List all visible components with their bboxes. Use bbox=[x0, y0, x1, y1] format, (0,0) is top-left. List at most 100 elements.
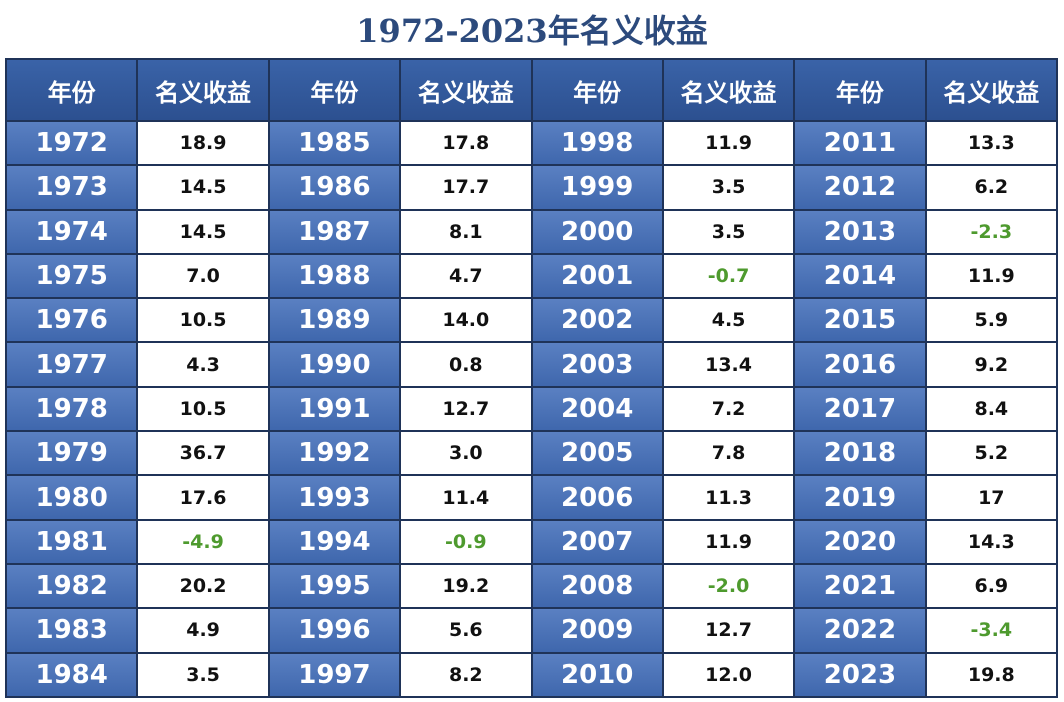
header-cell: 名义收益 bbox=[924, 58, 1059, 122]
return-cell: 9.2 bbox=[924, 341, 1059, 388]
year-cell: 2018 bbox=[793, 430, 927, 477]
year-cell: 2021 bbox=[793, 562, 927, 610]
return-cell: 5.2 bbox=[924, 430, 1059, 477]
year-cell: 1979 bbox=[4, 430, 139, 477]
return-cell: 7.8 bbox=[661, 430, 796, 477]
year-cell: 1991 bbox=[267, 385, 402, 433]
return-cell: 18.9 bbox=[136, 119, 270, 167]
year-cell: 1995 bbox=[267, 562, 402, 610]
return-cell: 3.5 bbox=[661, 208, 796, 255]
return-cell: 7.2 bbox=[661, 385, 796, 433]
year-cell: 2003 bbox=[530, 341, 664, 388]
year-cell: 2016 bbox=[793, 341, 927, 388]
return-cell: 10.5 bbox=[136, 297, 270, 344]
return-cell: 14.3 bbox=[924, 518, 1059, 565]
return-cell: 3.0 bbox=[399, 430, 533, 477]
return-cell: 19.8 bbox=[924, 651, 1059, 699]
year-cell: 1983 bbox=[4, 607, 139, 654]
return-cell: 17.8 bbox=[399, 119, 533, 167]
year-cell: 1977 bbox=[4, 341, 139, 388]
year-cell: 1984 bbox=[4, 651, 139, 699]
table-row: 1972 18.9 1985 17.8 1998 11.9 2011 13.3 bbox=[4, 119, 1059, 167]
year-cell: 1990 bbox=[267, 341, 402, 388]
return-cell: 14.0 bbox=[399, 297, 533, 344]
return-cell: -4.9 bbox=[136, 518, 270, 565]
returns-table: 年份 名义收益 年份 名义收益 年份 名义收益 年份 名义收益 1972 18.9 1985 17.… bbox=[4, 58, 1059, 699]
return-cell: 7.0 bbox=[136, 252, 270, 300]
year-cell: 1989 bbox=[267, 297, 402, 344]
return-cell: 4.3 bbox=[136, 341, 270, 388]
year-cell: 1988 bbox=[267, 252, 402, 300]
table-row: 1979 36.7 1992 3.0 2005 7.8 2018 5.2 bbox=[4, 430, 1059, 477]
year-cell: 2023 bbox=[793, 651, 927, 699]
year-cell: 2013 bbox=[793, 208, 927, 255]
return-cell: 8.2 bbox=[399, 651, 533, 699]
year-cell: 2019 bbox=[793, 474, 927, 521]
header-cell: 年份 bbox=[4, 58, 139, 122]
table-row: 1978 10.5 1991 12.7 2004 7.2 2017 8.4 bbox=[4, 385, 1059, 433]
return-cell: -3.4 bbox=[924, 607, 1059, 654]
year-cell: 1996 bbox=[267, 607, 402, 654]
return-cell: 4.7 bbox=[399, 252, 533, 300]
table-row: 1982 20.2 1995 19.2 2008 -2.0 2021 6.9 bbox=[4, 562, 1059, 610]
return-cell: 3.5 bbox=[136, 651, 270, 699]
return-cell: -2.3 bbox=[924, 208, 1059, 255]
year-cell: 2005 bbox=[530, 430, 664, 477]
return-cell: 20.2 bbox=[136, 562, 270, 610]
header-row: 年份 名义收益 年份 名义收益 年份 名义收益 年份 名义收益 bbox=[4, 58, 1059, 122]
table-body: 1972 18.9 1985 17.8 1998 11.9 2011 13.3 1973 14.5… bbox=[4, 119, 1059, 699]
return-cell: 0.8 bbox=[399, 341, 533, 388]
table-header: 年份 名义收益 年份 名义收益 年份 名义收益 年份 名义收益 bbox=[4, 58, 1059, 122]
table-row: 1975 7.0 1988 4.7 2001 -0.7 2014 11.9 bbox=[4, 252, 1059, 300]
return-cell: 11.4 bbox=[399, 474, 533, 521]
return-cell: 4.5 bbox=[661, 297, 796, 344]
table-row: 1977 4.3 1990 0.8 2003 13.4 2016 9.2 bbox=[4, 341, 1059, 388]
return-cell: -0.7 bbox=[661, 252, 796, 300]
year-cell: 2011 bbox=[793, 119, 927, 167]
return-cell: 11.3 bbox=[661, 474, 796, 521]
year-cell: 2014 bbox=[793, 252, 927, 300]
year-cell: 1975 bbox=[4, 252, 139, 300]
year-cell: 1997 bbox=[267, 651, 402, 699]
year-cell: 2006 bbox=[530, 474, 664, 521]
year-cell: 1998 bbox=[530, 119, 664, 167]
return-cell: 4.9 bbox=[136, 607, 270, 654]
year-cell: 2002 bbox=[530, 297, 664, 344]
year-cell: 1993 bbox=[267, 474, 402, 521]
year-cell: 1999 bbox=[530, 164, 664, 211]
return-cell: 14.5 bbox=[136, 164, 270, 211]
header-cell: 年份 bbox=[267, 58, 402, 122]
return-cell: 5.6 bbox=[399, 607, 533, 654]
return-cell: 19.2 bbox=[399, 562, 533, 610]
return-cell: 6.2 bbox=[924, 164, 1059, 211]
return-cell: 36.7 bbox=[136, 430, 270, 477]
return-cell: 12.7 bbox=[661, 607, 796, 654]
year-cell: 1982 bbox=[4, 562, 139, 610]
table-row: 1981 -4.9 1994 -0.9 2007 11.9 2020 14.3 bbox=[4, 518, 1059, 565]
table-row: 1983 4.9 1996 5.6 2009 12.7 2022 -3.4 bbox=[4, 607, 1059, 654]
year-cell: 1980 bbox=[4, 474, 139, 521]
return-cell: 3.5 bbox=[661, 164, 796, 211]
header-cell: 名义收益 bbox=[399, 58, 533, 122]
return-cell: 11.9 bbox=[661, 518, 796, 565]
year-cell: 2022 bbox=[793, 607, 927, 654]
year-cell: 1987 bbox=[267, 208, 402, 255]
return-cell: 17 bbox=[924, 474, 1059, 521]
return-cell: 5.9 bbox=[924, 297, 1059, 344]
return-cell: 13.3 bbox=[924, 119, 1059, 167]
return-cell: 13.4 bbox=[661, 341, 796, 388]
header-cell: 年份 bbox=[530, 58, 664, 122]
year-cell: 2012 bbox=[793, 164, 927, 211]
year-cell: 2008 bbox=[530, 562, 664, 610]
year-cell: 1972 bbox=[4, 119, 139, 167]
table-row: 1974 14.5 1987 8.1 2000 3.5 2013 -2.3 bbox=[4, 208, 1059, 255]
year-cell: 2015 bbox=[793, 297, 927, 344]
title: 1972-2023年名义收益 bbox=[356, 12, 708, 50]
year-cell: 1986 bbox=[267, 164, 402, 211]
year-cell: 1985 bbox=[267, 119, 402, 167]
year-cell: 1994 bbox=[267, 518, 402, 565]
return-cell: -2.0 bbox=[661, 562, 796, 610]
year-cell: 1978 bbox=[4, 385, 139, 433]
return-cell: 12.7 bbox=[399, 385, 533, 433]
